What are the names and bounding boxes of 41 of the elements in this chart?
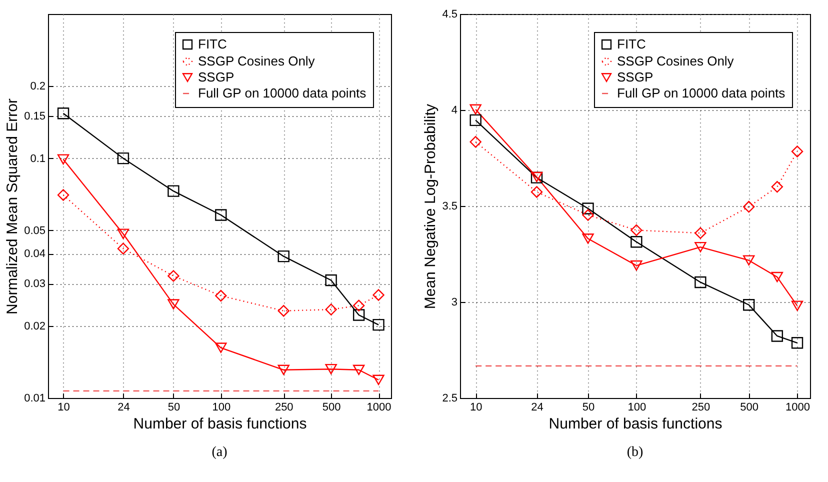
- text: (a): [212, 445, 228, 460]
- y-tick-label: 0.02: [24, 320, 46, 332]
- x-tick-label: 500: [740, 402, 759, 414]
- y-tick-label: 0.1: [30, 152, 46, 165]
- x-tick-label: 1000: [366, 402, 392, 414]
- legend-label: SSGP: [198, 70, 234, 84]
- legend-label: FITC: [617, 36, 646, 52]
- y-tick-label: 3: [451, 296, 458, 308]
- y-tick-label: 4.5: [442, 8, 458, 20]
- x-tick-label: 500: [322, 402, 341, 414]
- x-tick-label: 24: [531, 402, 544, 414]
- legend-label: Full GP on 10000 data points: [617, 86, 786, 100]
- x-tick-label: 1000: [786, 402, 810, 414]
- x-axis-title: Number of basis functions: [548, 416, 722, 432]
- y-tick-label: 2.5: [442, 392, 458, 404]
- x-tick-label: 250: [692, 402, 710, 414]
- legend-label: FITC: [198, 36, 227, 52]
- x-tick-label: 100: [628, 402, 646, 414]
- legend-label: SSGP Cosines Only: [198, 54, 316, 68]
- legend-label: SSGP Cosines Only: [617, 54, 734, 68]
- y-tick-label: 3.5: [442, 200, 458, 212]
- y-tick-label: 4: [451, 104, 458, 116]
- y-tick-label: 0.01: [24, 392, 46, 404]
- y-tick-label: 0.04: [24, 248, 46, 260]
- x-tick-label: 100: [212, 402, 231, 414]
- y-axis-title: Normalized Mean Squared Error: [4, 98, 22, 314]
- y-tick-label: 0.2: [30, 80, 46, 93]
- x-tick-label: 50: [582, 402, 595, 414]
- x-tick-label: 10: [58, 402, 70, 414]
- y-tick-label: 0.03: [24, 278, 46, 290]
- x-axis-title: Number of basis functions: [133, 416, 307, 432]
- y-tick-label: 0.05: [24, 224, 46, 237]
- legend-label: SSGP: [617, 70, 654, 84]
- y-axis-title: Mean Negative Log-Probability: [422, 103, 440, 310]
- x-tick-label: 24: [118, 402, 130, 414]
- x-tick-label: 50: [168, 402, 180, 414]
- x-tick-label: 10: [470, 402, 482, 414]
- legend-label: Full GP on 10000 data points: [198, 86, 367, 100]
- y-tick-label: 0.15: [24, 110, 46, 123]
- text: (b): [626, 445, 644, 460]
- x-tick-label: 250: [274, 402, 294, 414]
